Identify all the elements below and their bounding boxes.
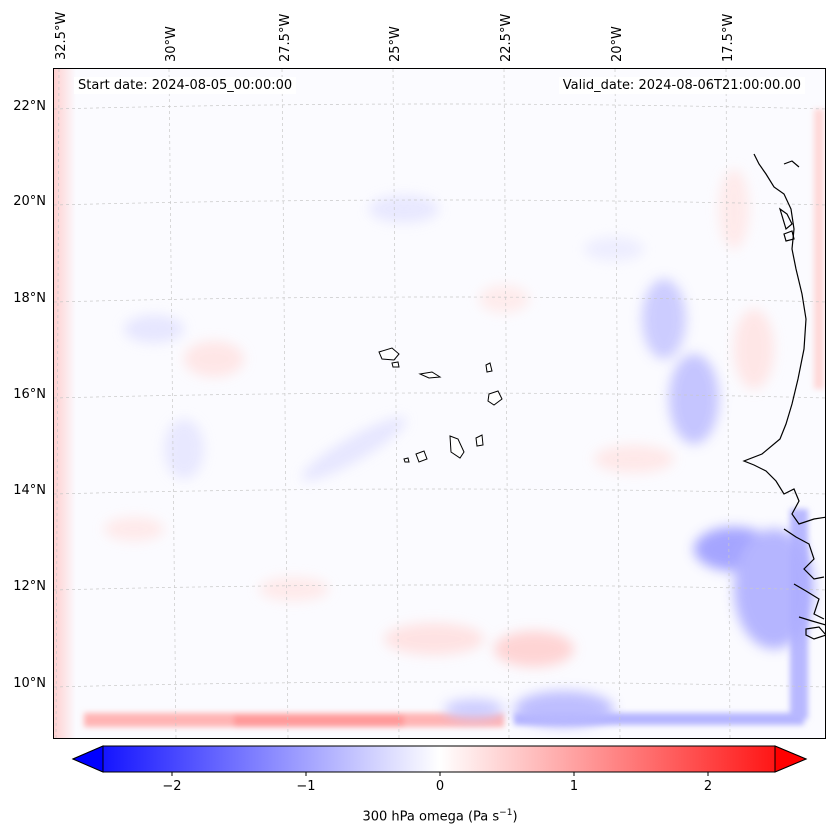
valid-date-label: Valid_date: 2024-08-06T21:00:00.00 xyxy=(558,77,805,94)
field-blob xyxy=(669,354,719,444)
colorbar-bar xyxy=(71,745,808,773)
field-blob xyxy=(384,623,484,655)
lon-label: 22.5°W xyxy=(499,13,514,62)
colorbar-title-exponent: −1 xyxy=(499,808,513,818)
lat-label: 14°N xyxy=(13,483,46,498)
field-blob xyxy=(642,279,686,359)
field-edge-top-right xyxy=(814,109,824,389)
coastline xyxy=(742,153,825,640)
island-boa-vista xyxy=(487,390,503,406)
colorbar-tick: −1 xyxy=(296,779,316,794)
start-date-label: Start date: 2024-08-05_00:00:00 xyxy=(74,77,297,94)
colorbar-tick: 2 xyxy=(703,779,713,794)
field-blob xyxy=(494,631,574,667)
omega-field xyxy=(54,69,825,738)
field-blob xyxy=(369,195,439,223)
lat-label: 18°N xyxy=(13,291,46,306)
colorbar xyxy=(71,745,808,776)
field-blob xyxy=(479,285,529,313)
lon-label: 17.5°W xyxy=(721,13,736,62)
field-blob xyxy=(514,691,614,727)
field-blob xyxy=(594,445,674,473)
lat-label: 10°N xyxy=(13,676,46,691)
colorbar-title-end: ) xyxy=(512,809,518,825)
field-blob xyxy=(104,517,164,541)
lon-label: 30°W xyxy=(164,26,179,62)
lat-label: 16°N xyxy=(13,387,46,402)
island-sao-vicente xyxy=(391,361,400,368)
field-edge-left xyxy=(54,69,76,738)
colorbar-extend-max xyxy=(774,745,808,773)
map-panel[interactable]: Start date: 2024-08-05_00:00:00 Valid_da… xyxy=(53,68,826,739)
island-fogo xyxy=(415,450,428,463)
colorbar-tick: 0 xyxy=(435,779,445,794)
lon-label: 32.5°W xyxy=(54,11,69,60)
island-maio xyxy=(475,434,484,447)
field-blob xyxy=(734,309,774,389)
lat-label: 12°N xyxy=(13,579,46,594)
field-blob xyxy=(259,577,329,601)
field-blob xyxy=(444,699,504,719)
lon-label: 25°W xyxy=(388,26,403,62)
colorbar-tick: 1 xyxy=(569,779,579,794)
lon-label: 27.5°W xyxy=(278,13,293,62)
field-blob xyxy=(301,417,407,481)
lat-label: 20°N xyxy=(13,194,46,209)
colorbar-tick: −2 xyxy=(162,779,182,794)
field-blob xyxy=(164,419,204,479)
field-blob xyxy=(124,315,184,343)
lat-label: 22°N xyxy=(13,99,46,114)
colorbar-extend-min xyxy=(71,745,104,773)
field-blob xyxy=(584,237,644,261)
lon-label: 20°W xyxy=(610,26,625,62)
gridlines xyxy=(54,69,825,738)
island-sal xyxy=(485,362,493,373)
island-santo-antao xyxy=(378,347,400,361)
colorbar-title: 300 hPa omega (Pa s−1) xyxy=(362,808,517,824)
island-sao-nicolau xyxy=(418,371,442,379)
island-santiago xyxy=(449,435,465,459)
cabo-verde-islands xyxy=(378,347,503,463)
field-blob xyxy=(719,169,749,249)
field-edge-bottom-strong xyxy=(234,715,404,727)
colorbar-title-text: 300 hPa omega (Pa s xyxy=(362,809,500,825)
field-blob xyxy=(184,341,244,377)
island-brava xyxy=(403,457,410,463)
